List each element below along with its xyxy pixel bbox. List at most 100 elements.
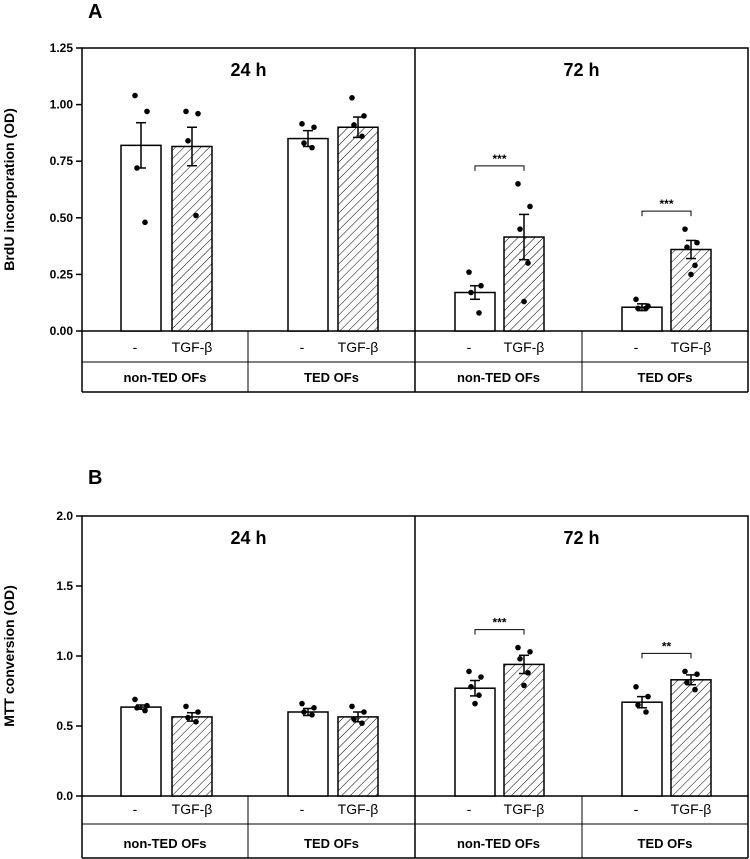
bar [621,701,663,797]
timepoint-label: 72 h [563,528,599,548]
data-point [476,310,482,316]
data-point [349,703,355,710]
data-point [694,671,700,677]
data-point [193,212,199,219]
data-point [183,108,189,115]
data-point [309,144,315,151]
data-point [515,644,521,651]
significance-label: *** [492,616,506,630]
condition-label: TGF-β [338,339,379,355]
data-point [688,271,694,278]
data-point [301,709,307,715]
data-point [311,705,317,711]
bar [171,145,213,332]
data-point [478,282,484,289]
data-point [144,702,150,709]
y-axis-label: BrdU incorporation (OD) [1,108,17,271]
bar [670,248,712,332]
data-point [466,269,472,275]
bar [120,706,162,797]
data-point [468,289,474,296]
condition-label: - [300,801,305,817]
data-point [517,226,523,232]
data-point [142,707,148,714]
data-point [645,693,651,700]
data-point [633,296,639,303]
bar [503,663,545,797]
bar [670,679,712,797]
condition-label: TGF-β [671,801,712,817]
data-point [478,674,484,680]
data-point [299,121,305,127]
significance-label: ** [662,639,672,653]
data-point [682,226,688,232]
y-tick-label: 0.00 [50,324,74,338]
group-label: TED OFs [638,370,693,385]
data-point [144,108,150,115]
y-tick-label: 0.25 [50,267,74,281]
data-point [682,668,688,675]
data-point [643,709,649,715]
y-tick-label: 1.0 [56,649,73,663]
bar [337,126,379,332]
data-point [359,133,365,140]
y-tick-label: 0.0 [56,789,73,803]
data-point [195,709,201,715]
bar [120,144,162,332]
data-point [361,709,367,715]
data-point [195,110,201,117]
data-point [351,716,357,722]
timepoint-label: 24 h [230,528,266,548]
data-point [134,165,140,171]
data-point [694,239,700,246]
data-point [527,203,533,210]
data-point [301,140,307,146]
group-label: TED OFs [304,836,359,851]
data-point [515,181,521,187]
data-point [692,686,698,693]
data-point [633,684,639,690]
data-point [132,92,138,99]
data-point [183,703,189,710]
condition-label: - [634,339,639,355]
significance-bracket [474,629,525,635]
y-tick-label: 1.00 [50,98,74,112]
bar [287,711,329,797]
bar [171,716,213,797]
significance-label: *** [659,197,673,211]
significance-bracket [641,210,692,217]
condition-label: - [634,801,639,817]
y-tick-label: 1.5 [56,579,73,593]
data-point [521,682,527,689]
data-point [351,122,357,128]
data-point [684,679,690,686]
condition-label: - [133,801,138,817]
condition-label: TGF-β [338,801,379,817]
panel-letter: A [88,1,102,23]
data-point [466,668,472,675]
data-point [185,138,191,144]
data-point [359,720,365,726]
data-point [521,298,527,305]
y-tick-label: 0.5 [56,719,73,733]
data-point [476,692,482,698]
condition-label: TGF-β [172,339,213,355]
data-point [311,124,317,131]
data-point [468,684,474,690]
significance-bracket [641,652,692,659]
condition-label: TGF-β [172,801,213,817]
condition-label: - [133,339,138,355]
data-point [635,702,641,708]
group-label: TED OFs [638,836,693,851]
data-point [527,649,533,655]
y-tick-label: 1.25 [50,41,74,55]
data-point [361,113,367,119]
group-label: non-TED OFs [123,836,206,851]
y-tick-label: 0.50 [50,211,74,225]
data-point [635,305,641,312]
bar [287,137,329,332]
condition-label: - [467,339,472,355]
data-point [525,670,531,676]
data-point [193,719,199,725]
